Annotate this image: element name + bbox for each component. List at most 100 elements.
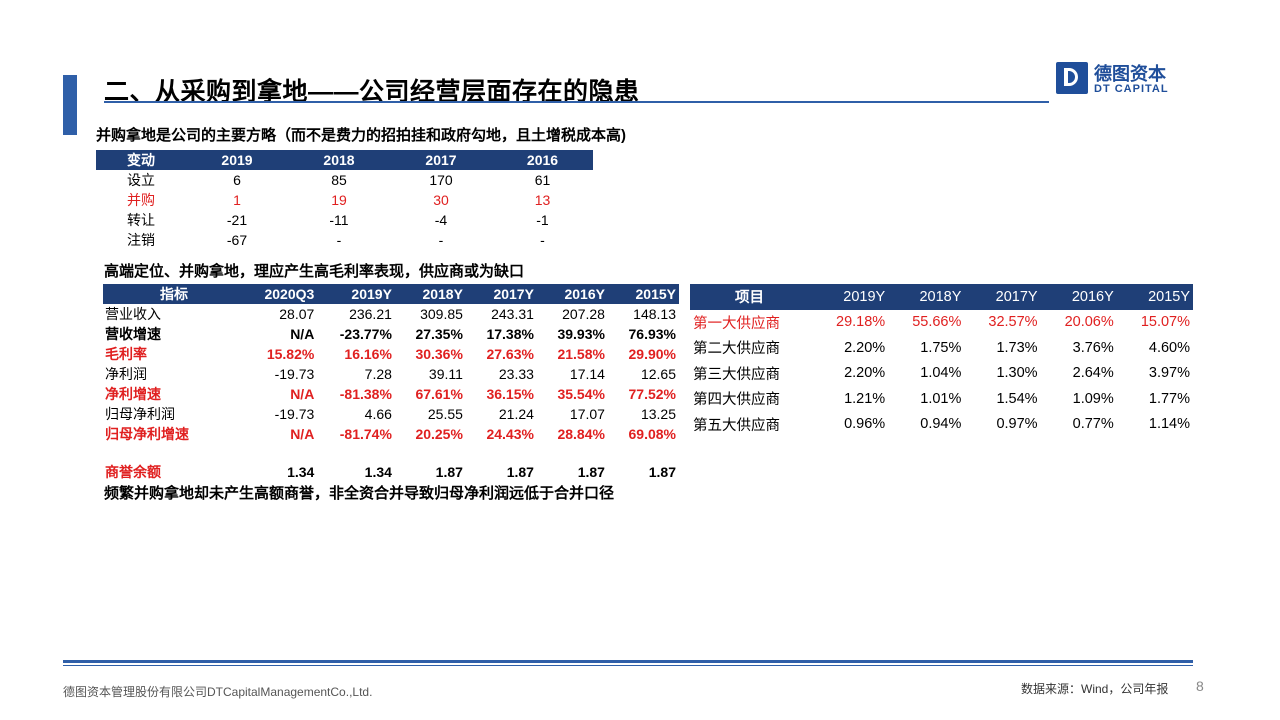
row-label: 归母净利润	[105, 406, 175, 422]
title-underline	[104, 101, 1049, 103]
row-label: 毛利率	[105, 346, 147, 362]
table-row: 营收增速 N/A -23.77% 27.35% 17.38% 39.93% 76…	[103, 324, 679, 344]
page-number: 8	[1196, 678, 1204, 694]
logo-d-icon	[1056, 62, 1088, 94]
goodwill-note: 频繁并购拿地却未产生高额商誉，非全资合并导致归母净利润远低于合并口径	[104, 485, 615, 502]
table-cell: N/A	[290, 326, 315, 342]
company-logo: 德图资本 DT CAPITAL	[1056, 62, 1176, 98]
table-cell: 29.18%	[836, 314, 886, 331]
table-header-row: 项目 2019Y 2018Y 2017Y 2016Y 2015Y	[690, 284, 1193, 310]
row-label: 第三大供应商	[693, 366, 780, 383]
title-accent-bar	[63, 75, 77, 135]
table-cell: 30	[433, 192, 449, 208]
table-cell: 77.52%	[628, 386, 676, 402]
table-cell: 4.60%	[1148, 339, 1190, 356]
table-cell: 32.57%	[988, 314, 1038, 331]
table-cell: 2.20%	[844, 339, 886, 356]
table-cell: 17.38%	[486, 326, 534, 342]
table-cell: 1.34	[364, 464, 392, 480]
table-cell: -	[336, 232, 342, 248]
table-cell: 207.28	[562, 306, 605, 322]
table-cell: 0.94%	[920, 416, 962, 433]
table-cell: -	[438, 232, 444, 248]
row-label: 注销	[127, 232, 155, 248]
header-cell: 2015Y	[1116, 284, 1193, 310]
table-cell: 20.06%	[1064, 314, 1114, 331]
table-cell: 12.65	[640, 366, 676, 382]
table-cell: 76.93%	[628, 326, 676, 342]
table-cell: 55.66%	[912, 314, 962, 331]
table-row: 注销 -67 - - -	[96, 230, 593, 250]
table-cell: 29.90%	[628, 346, 676, 362]
table-row: 第五大供应商 0.96% 0.94% 0.97% 0.77% 1.14%	[690, 412, 1193, 438]
row-label: 转让	[127, 212, 155, 228]
table-cell: 2.20%	[844, 365, 886, 382]
table-cell: -21	[226, 212, 248, 228]
table-cell: 25.55	[427, 406, 463, 422]
goodwill-row: 商誉余额 1.34 1.34 1.87 1.87 1.87 1.87	[103, 462, 679, 482]
table-cell: 23.33	[498, 366, 534, 382]
table-cell: -	[540, 232, 545, 248]
table-row: 第四大供应商 1.21% 1.01% 1.54% 1.09% 1.77%	[690, 386, 1193, 412]
header-cell: 2018	[288, 150, 390, 170]
table-cell: 15.07%	[1140, 314, 1190, 331]
header-cell: 2015Y	[607, 284, 679, 304]
table-cell: 85	[331, 172, 347, 188]
table-cell: 20.25%	[415, 426, 463, 442]
header-cell: 2019Y	[812, 284, 889, 310]
table-cell: 0.96%	[844, 416, 886, 433]
table-row-highlighted: 净利增速 N/A -81.38% 67.61% 36.15% 35.54% 77…	[103, 384, 679, 404]
table-cell: 13	[534, 192, 551, 208]
header-cell: 2019	[186, 150, 288, 170]
table-cell: 309.85	[420, 306, 463, 322]
footer-data-source: 数据来源：Wind，公司年报	[1021, 682, 1169, 696]
row-label: 第四大供应商	[693, 392, 780, 409]
row-label: 商誉余额	[105, 464, 161, 480]
table-cell: 17.14	[569, 366, 605, 382]
table-header-row: 指标 2020Q3 2019Y 2018Y 2017Y 2016Y 2015Y	[103, 284, 679, 304]
header-cell: 2017Y	[465, 284, 537, 304]
table-cell: 170	[429, 172, 453, 188]
table-cell: 1.09%	[1072, 390, 1114, 407]
table-cell: 30.36%	[415, 346, 463, 362]
table-cell: 0.77%	[1072, 416, 1114, 433]
row-label: 第二大供应商	[693, 341, 780, 358]
table-row: 设立 6 85 170 61	[96, 170, 593, 190]
table-cell: N/A	[290, 426, 315, 442]
table-cell: 39.93%	[557, 326, 605, 342]
row-label: 净利增速	[105, 386, 161, 402]
table-cell: -19.73	[274, 366, 315, 382]
row-label: 第一大供应商	[693, 315, 780, 332]
table-cell: 1.87	[648, 464, 676, 480]
row-label: 设立	[127, 172, 155, 188]
table-cell: 67.61%	[415, 386, 463, 402]
table-cell: 1.04%	[920, 365, 962, 382]
financial-metrics-table: 指标 2020Q3 2019Y 2018Y 2017Y 2016Y 2015Y …	[103, 284, 679, 482]
table-row: 净利润 -19.73 7.28 39.11 23.33 17.14 12.65	[103, 364, 679, 384]
header-cell: 2016Y	[536, 284, 608, 304]
table-cell: 236.21	[349, 306, 392, 322]
table-cell: 1.54%	[996, 390, 1038, 407]
header-cell: 2019Y	[317, 284, 395, 304]
table-cell: 1.77%	[1148, 390, 1190, 407]
table-cell: 1.73%	[996, 339, 1038, 356]
table-row: 转让 -21 -11 -4 -1	[96, 210, 593, 230]
table-cell: 19	[331, 192, 347, 208]
logo-chinese-text: 德图资本	[1094, 64, 1166, 84]
table-cell: 1.87	[435, 464, 463, 480]
table-cell: -19.73	[274, 406, 315, 422]
section2-title: 高端定位、并购拿地，理应产生高毛利率表现，供应商或为缺口	[104, 263, 525, 280]
table-cell: 17.07	[569, 406, 605, 422]
header-cell: 项目	[690, 284, 812, 310]
table-cell: -1	[536, 212, 549, 228]
row-label: 归母净利增速	[105, 426, 189, 442]
table-cell: -23.77%	[339, 326, 392, 342]
header-cell: 2020Q3	[243, 284, 318, 304]
logo-english-text: DT CAPITAL	[1094, 83, 1169, 95]
table-row-highlighted: 毛利率 15.82% 16.16% 30.36% 27.63% 21.58% 2…	[103, 344, 679, 364]
header-cell: 2016	[492, 150, 593, 170]
table-cell: -81.74%	[339, 426, 392, 442]
table-cell: 1	[233, 192, 241, 208]
table-cell: N/A	[290, 386, 315, 402]
table-cell: 1.01%	[920, 390, 962, 407]
